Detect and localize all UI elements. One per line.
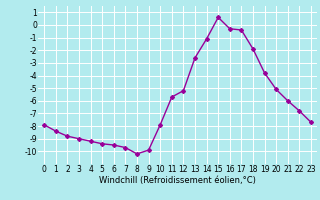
X-axis label: Windchill (Refroidissement éolien,°C): Windchill (Refroidissement éolien,°C) — [99, 176, 256, 185]
